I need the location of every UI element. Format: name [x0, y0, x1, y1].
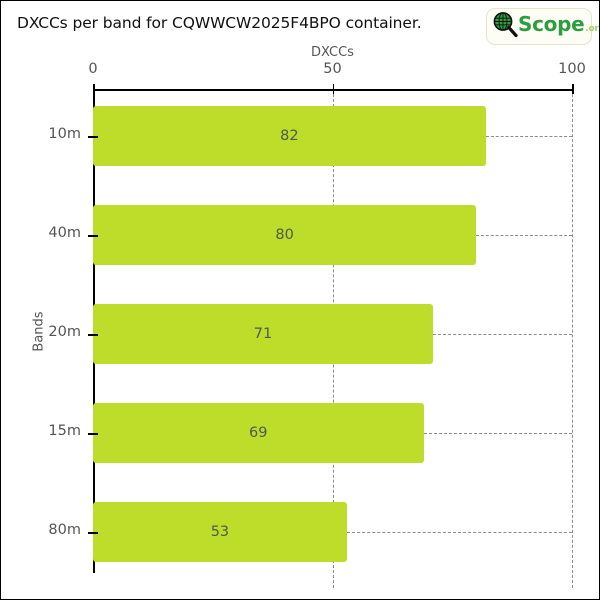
page-title: DXCCs per band for CQWWCW2025F4BPO conta… — [17, 14, 422, 32]
bar-value-label-80m: 53 — [210, 524, 230, 540]
gridline-horizontal-20m — [433, 334, 572, 335]
bar-15m[interactable] — [93, 403, 424, 463]
logo-inner: Scope .org — [492, 11, 599, 38]
y-tick-mark-15m — [88, 433, 98, 435]
x-tick-mark-100 — [572, 84, 574, 94]
bar-40m[interactable] — [93, 205, 477, 265]
gridline-horizontal-10m — [485, 136, 572, 137]
gridline-horizontal-80m — [346, 532, 572, 533]
x-tick-mark-0 — [93, 84, 95, 94]
logo-wordmark: Scope — [518, 12, 585, 36]
bar-value-label-40m: 80 — [275, 227, 294, 243]
x-tick-label-100: 100 — [558, 61, 586, 77]
y-tick-label-80m: 80m — [48, 522, 81, 538]
y-tick-label-20m: 20m — [48, 324, 81, 340]
y-tick-mark-80m — [88, 532, 98, 534]
gridline-horizontal-15m — [423, 433, 572, 434]
bar-80m[interactable] — [93, 502, 347, 562]
gridline-vertical-100 — [572, 89, 573, 588]
y-tick-label-10m: 10m — [48, 126, 81, 142]
bar-value-label-10m: 82 — [280, 128, 299, 144]
bar-10m[interactable] — [93, 106, 486, 166]
logo-tld: .org — [585, 24, 599, 34]
scope-logo[interactable]: Scope .org — [486, 8, 599, 45]
x-axis-title: DXCCs — [311, 45, 354, 60]
x-tick-label-0: 0 — [88, 61, 98, 77]
y-tick-label-15m: 15m — [48, 423, 81, 439]
x-tick-label-50: 50 — [323, 61, 342, 77]
x-tick-mark-50 — [332, 84, 335, 94]
y-tick-mark-10m — [88, 136, 98, 138]
bar-20m[interactable] — [93, 304, 434, 364]
bar-value-label-15m: 69 — [249, 425, 268, 441]
bar-value-label-20m: 71 — [253, 326, 273, 342]
gridline-horizontal-40m — [476, 235, 572, 236]
y-tick-mark-20m — [88, 334, 98, 336]
globe-magnifier-icon — [492, 11, 519, 38]
y-tick-label-40m: 40m — [48, 225, 81, 241]
y-tick-mark-40m — [88, 235, 98, 237]
